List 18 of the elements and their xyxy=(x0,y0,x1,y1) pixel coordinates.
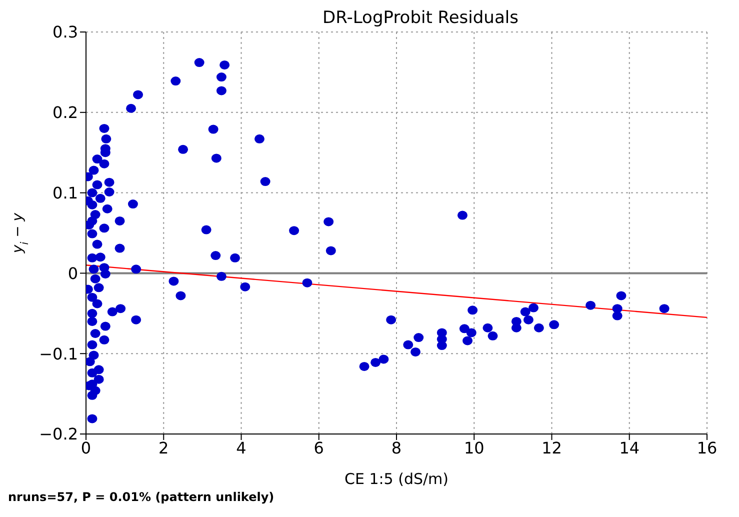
x-tick-label: 0 xyxy=(80,438,92,458)
x-tick-label: 6 xyxy=(314,438,324,458)
x-tick-label: 8 xyxy=(391,438,402,458)
x-tick-label: 14 xyxy=(619,438,640,458)
y-tick-label: 0 xyxy=(68,264,78,283)
y-tick-label: −0.2 xyxy=(39,424,78,444)
y-tick-label: 0.2 xyxy=(52,103,78,122)
x-tick-label: 16 xyxy=(696,438,718,458)
text: nruns=57, P = 0.01% (pattern unlikely) xyxy=(8,490,276,504)
y-tick-label: 0.3 xyxy=(52,22,78,42)
y-tick-label: 0.1 xyxy=(52,183,78,202)
x-tick-label: 10 xyxy=(464,438,484,458)
x-tick-label: 12 xyxy=(542,438,562,458)
y-tick-label: −0.1 xyxy=(39,344,78,364)
chart-title: DR-LogProbit Residuals xyxy=(322,8,520,28)
x-axis-title: CE 1:5 (dS/m) xyxy=(344,470,449,488)
x-tick-label: 4 xyxy=(236,438,246,458)
x-tick-label: 2 xyxy=(158,438,169,458)
